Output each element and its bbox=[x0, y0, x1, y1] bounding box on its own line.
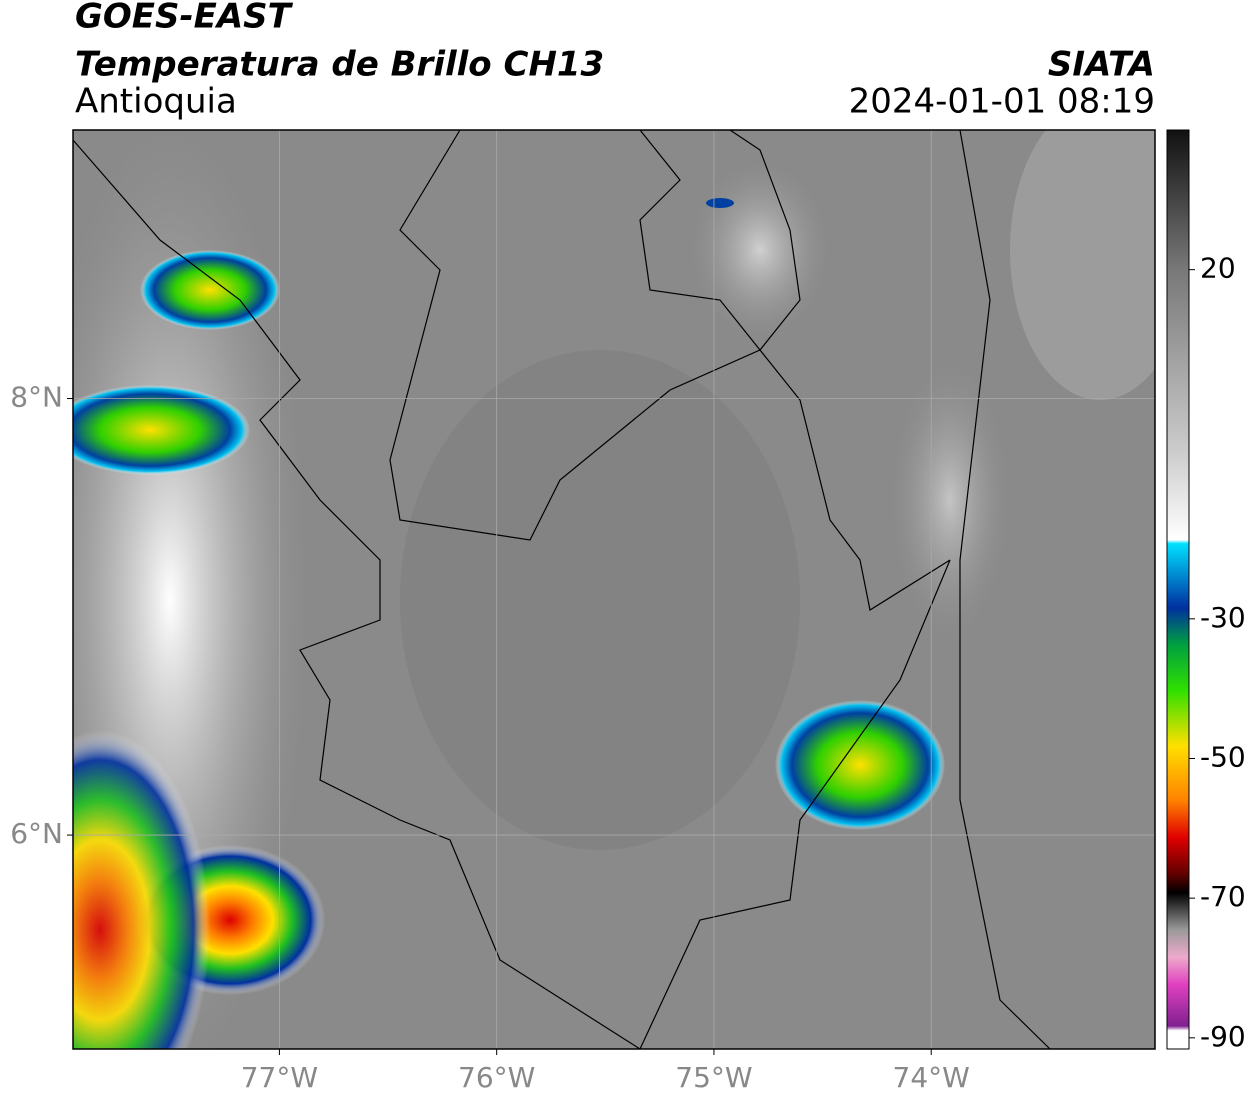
datetime: 2024-01-01 08:19 bbox=[849, 82, 1155, 122]
grid bbox=[73, 130, 1155, 1049]
x-tick-label: 76°W bbox=[458, 1061, 535, 1094]
y-tick-label: 6°N bbox=[10, 817, 63, 850]
x-tick-label: 77°W bbox=[241, 1061, 318, 1094]
colorbar-tick-label: -90 bbox=[1200, 1020, 1246, 1053]
colorbar-tick-label: -70 bbox=[1200, 880, 1246, 913]
subtitle: Temperatura de Brillo CH13 bbox=[75, 45, 604, 85]
map-frame bbox=[72, 129, 1156, 1050]
title: GOES-EAST bbox=[75, 0, 294, 37]
map-image bbox=[73, 130, 1155, 1049]
header: GOES-EAST Temperatura de Brillo CH13 Ant… bbox=[75, 0, 1155, 122]
region: Antioquia bbox=[75, 82, 237, 122]
colorbar bbox=[1166, 129, 1190, 1050]
x-tick-label: 75°W bbox=[675, 1061, 752, 1094]
y-tick-label: 8°N bbox=[10, 380, 63, 413]
colorbar-tick-label: -30 bbox=[1200, 601, 1246, 634]
colorbar-tick-label: -50 bbox=[1200, 740, 1246, 773]
source: SIATA bbox=[1048, 45, 1155, 85]
x-tick-label: 74°W bbox=[893, 1061, 970, 1094]
colorbar-tick-label: 20 bbox=[1200, 252, 1236, 285]
